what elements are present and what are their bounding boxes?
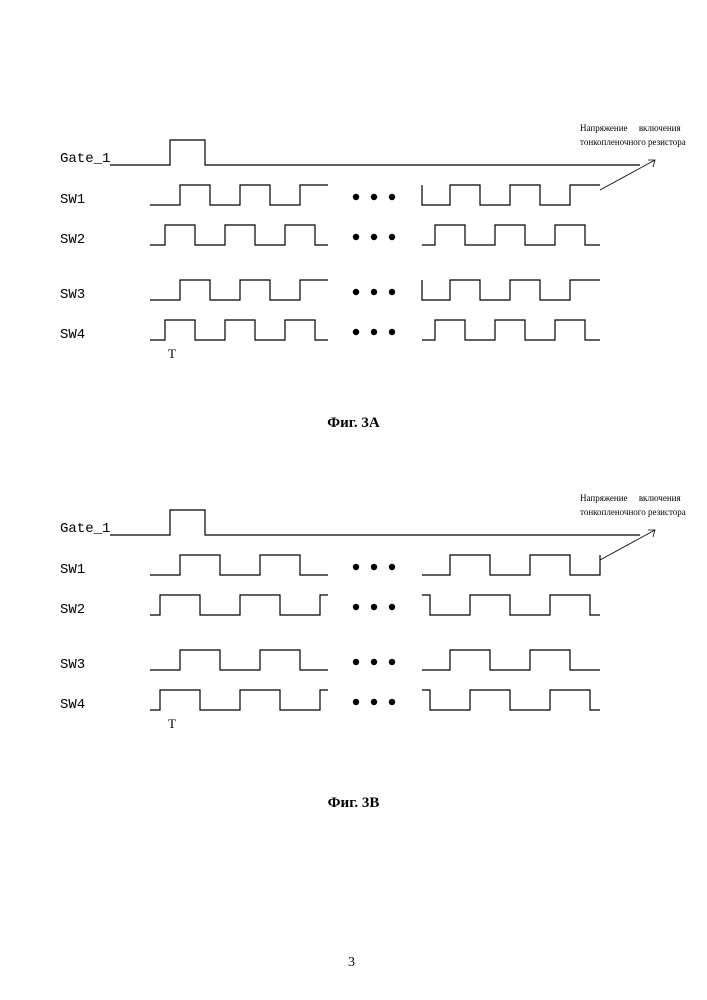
row-label-sw1: SW1 bbox=[60, 192, 85, 208]
row-label-sw4-b: SW4 bbox=[60, 697, 85, 713]
page-number: 3 bbox=[348, 955, 355, 971]
axis-t-label: T bbox=[168, 346, 176, 361]
annotation-a-l2: включения bbox=[639, 123, 681, 133]
figure-a: Gate_1 SW1 SW2 bbox=[0, 120, 707, 380]
annotation-b: Напряжение включения тонкопленочного рез… bbox=[580, 492, 700, 519]
annotation-b-l3: тонкопленочного резистора bbox=[580, 507, 686, 517]
row-label-sw2-b: SW2 bbox=[60, 602, 85, 618]
axis-t-label-b: T bbox=[168, 716, 176, 731]
row-label-sw1-b: SW1 bbox=[60, 562, 85, 578]
annotation-a-l1: Напряжение bbox=[580, 123, 628, 133]
row-label-gate1-b: Gate_1 bbox=[60, 521, 110, 537]
figure-b: Gate_1 SW1 SW2 bbox=[0, 490, 707, 750]
row-label-sw2: SW2 bbox=[60, 232, 85, 248]
annotation-b-l1: Напряжение bbox=[580, 493, 628, 503]
row-label-sw3: SW3 bbox=[60, 287, 85, 303]
annotation-a-l3: тонкопленочного резистора bbox=[580, 137, 686, 147]
caption-b: Фиг. 3B bbox=[0, 795, 707, 812]
annotation-b-l2: включения bbox=[639, 493, 681, 503]
timing-diagram-a: Gate_1 SW1 SW2 bbox=[0, 120, 707, 380]
row-label-gate1: Gate_1 bbox=[60, 151, 110, 167]
timing-diagram-b: Gate_1 SW1 SW2 bbox=[0, 490, 707, 750]
caption-a: Фиг. 3A bbox=[0, 415, 707, 432]
row-label-sw3-b: SW3 bbox=[60, 657, 85, 673]
annotation-a: Напряжение включения тонкопленочного рез… bbox=[580, 122, 700, 149]
row-label-sw4: SW4 bbox=[60, 327, 85, 343]
